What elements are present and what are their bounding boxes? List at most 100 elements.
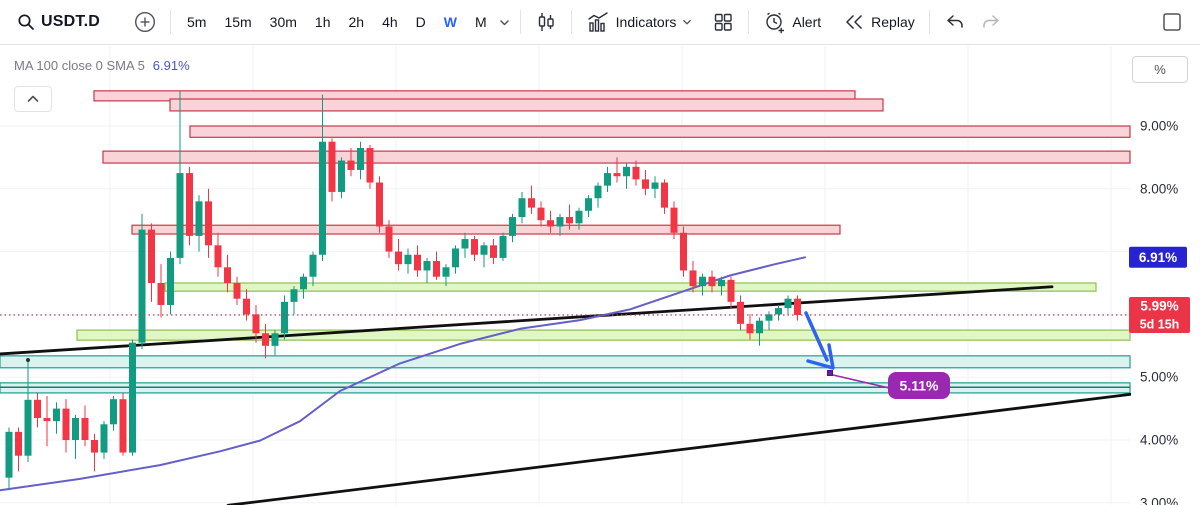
indicators-button[interactable]: Indicators (579, 5, 700, 39)
candle-body (613, 173, 621, 177)
undo-button[interactable] (937, 6, 973, 38)
candle-body (689, 270, 697, 287)
candle-body (442, 267, 450, 277)
candle-body (566, 217, 573, 224)
target-price-text: 5.11% (900, 378, 939, 394)
candle-body (129, 342, 136, 453)
interval-button-M[interactable]: M (466, 9, 496, 35)
candle-body (328, 141, 336, 192)
candlestick-style-icon (535, 11, 557, 33)
candle-body (281, 301, 288, 334)
candle-body (537, 207, 545, 221)
price-axis-background[interactable] (1131, 46, 1200, 505)
resistance-zone-3[interactable] (189, 125, 1131, 138)
symbol-name: USDT.D (41, 13, 100, 30)
interval-button-30m[interactable]: 30m (261, 9, 306, 35)
candle-body (651, 182, 659, 189)
candle-body (575, 210, 583, 224)
ma-100-line[interactable] (0, 256, 806, 492)
candle-body (138, 229, 146, 343)
support-zone-2[interactable] (76, 329, 1131, 341)
legend-collapse-button[interactable] (14, 86, 52, 112)
candle-body (547, 220, 554, 227)
chart-pane[interactable]: 5.11% 9.00% 8.00% 5.00% 4.00% 3.00% 6.91% 5.99%… (0, 46, 1200, 505)
price-axis-label: 3.00% (1140, 495, 1178, 505)
interval-button-W[interactable]: W (435, 9, 466, 35)
compare-add-symbol-button[interactable] (127, 6, 163, 38)
teal-band-1[interactable] (0, 355, 1131, 369)
undo-icon (944, 11, 966, 33)
candle-body (300, 276, 307, 290)
toolbar-separator (928, 10, 930, 34)
indicator-legend-value: 6.91% (152, 58, 190, 73)
last-price-badge[interactable] (1129, 297, 1190, 334)
candle-body (319, 141, 326, 255)
candle-body (585, 198, 592, 211)
target-connector-line (832, 374, 890, 389)
high-marker-dot (26, 358, 30, 362)
interval-menu-chevron[interactable] (496, 12, 513, 33)
ma-value-badge-text: 6.91% (1139, 250, 1177, 265)
candle-body (718, 279, 725, 287)
target-anchor-dot[interactable] (827, 370, 833, 376)
candle-body (148, 229, 155, 283)
interval-button-15m[interactable]: 15m (215, 9, 260, 35)
interval-button-5m[interactable]: 5m (178, 9, 215, 35)
candle-body (100, 424, 108, 453)
candle-body (91, 440, 98, 453)
layout-grid-button[interactable] (705, 6, 741, 38)
candle-body (252, 314, 260, 334)
resistance-zone-5[interactable] (131, 224, 841, 235)
alert-button[interactable]: Alert (756, 6, 828, 39)
indicators-label: Indicators (615, 14, 677, 30)
interval-button-4h[interactable]: 4h (373, 9, 407, 35)
candle-body (81, 418, 89, 440)
candle-body (205, 201, 212, 246)
price-axis-unit-button[interactable]: % (1132, 56, 1188, 83)
candle-body (385, 226, 393, 252)
candle-body (119, 399, 127, 453)
interval-button-1h[interactable]: 1h (306, 9, 340, 35)
candle-body (423, 261, 431, 271)
candle-body (737, 301, 744, 324)
indicator-legend[interactable]: MA 100 close 0 SMA 5 6.91% (14, 58, 190, 73)
candle-body (233, 283, 241, 299)
chart-style-button[interactable] (528, 6, 564, 38)
fullscreen-button[interactable] (1154, 6, 1190, 38)
candle-body (480, 245, 488, 255)
candle-body (43, 418, 51, 422)
projection-arrow-head (806, 343, 835, 370)
ma-value-badge[interactable] (1129, 246, 1187, 268)
lower-trendline[interactable] (226, 392, 1134, 505)
indicator-legend-text: MA 100 close 0 SMA 5 (14, 58, 145, 73)
target-price-label[interactable] (888, 372, 950, 399)
candle-body (195, 201, 203, 236)
candle-body (34, 399, 41, 419)
replay-button[interactable]: Replay (836, 6, 922, 38)
resistance-zone-2[interactable] (169, 98, 884, 112)
candle-body (775, 308, 782, 315)
candle-body (338, 160, 345, 192)
candle-body (15, 431, 22, 456)
interval-button-2h[interactable]: 2h (339, 9, 373, 35)
toolbar-separator (570, 10, 572, 34)
symbol-search-button[interactable]: USDT.D (10, 8, 107, 36)
candle-body (471, 239, 478, 255)
candle-body (262, 333, 269, 346)
redo-button[interactable] (973, 6, 1009, 38)
interval-button-D[interactable]: D (407, 9, 435, 35)
price-axis-label: 4.00% (1140, 433, 1178, 448)
candle-body (433, 261, 440, 277)
upper-trendline[interactable] (0, 285, 1054, 356)
candle-body (594, 185, 602, 199)
support-zone-1[interactable] (164, 282, 1097, 292)
candle-body (746, 323, 754, 334)
candle-body (176, 173, 184, 258)
projection-arrow[interactable] (804, 311, 829, 362)
chevron-down-icon (499, 17, 510, 28)
candle-body (72, 418, 79, 440)
candle-body (366, 147, 374, 183)
candle-body (499, 235, 507, 258)
alert-clock-icon (763, 11, 786, 34)
candle-body (404, 254, 412, 265)
